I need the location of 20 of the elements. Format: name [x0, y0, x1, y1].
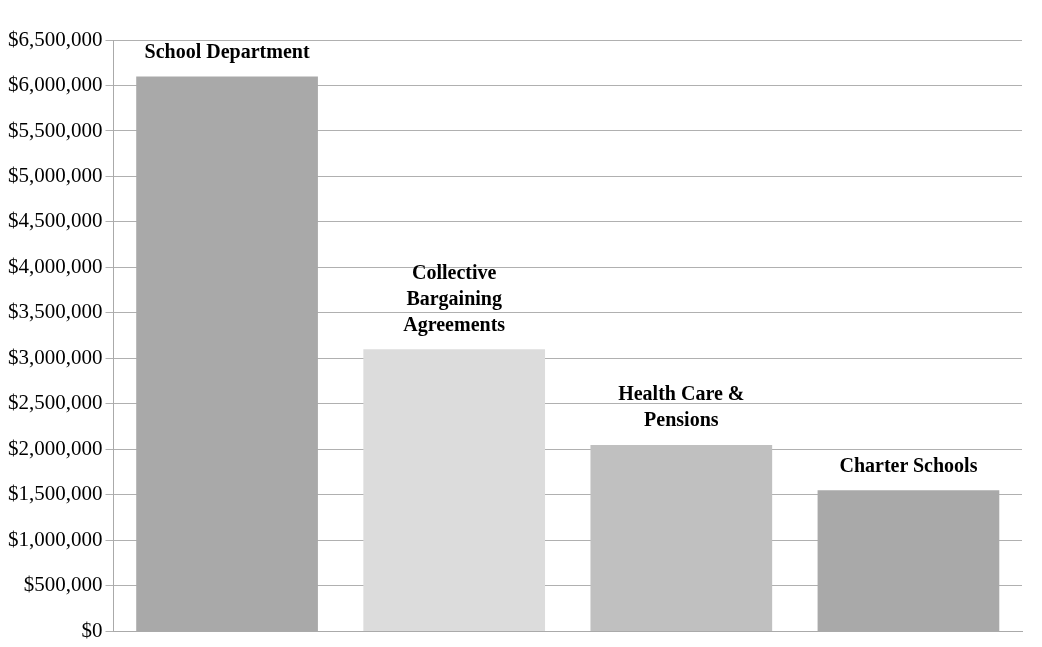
x-tick-label: Health Care & Pensions: [618, 382, 745, 431]
y-tick-label: $1,500,000: [8, 481, 103, 506]
y-tick-label: $4,000,000: [8, 253, 103, 278]
bar: [363, 349, 546, 631]
bar: [590, 444, 773, 631]
x-tick-label: Collective Bargaining Agreements: [403, 260, 506, 336]
y-tick-label: $2,000,000: [8, 435, 103, 460]
y-tick-label: $6,500,000: [8, 26, 103, 51]
y-tick-label: $4,500,000: [8, 208, 103, 233]
y-tick-label: $1,000,000: [8, 526, 103, 551]
y-tick-label: $2,500,000: [8, 390, 103, 415]
y-tick-label: $3,000,000: [8, 344, 103, 369]
x-tick-label: Charter Schools: [839, 453, 978, 476]
y-tick-label: $6,000,000: [8, 72, 103, 97]
y-tick-label: $5,500,000: [8, 117, 103, 142]
y-tick-label: $5,000,000: [8, 162, 103, 187]
y-tick-label: $0: [81, 617, 103, 642]
x-tick-label: School Department: [144, 39, 310, 63]
y-tick-label: $500,000: [23, 572, 103, 597]
y-tick-label: $3,500,000: [8, 299, 103, 324]
